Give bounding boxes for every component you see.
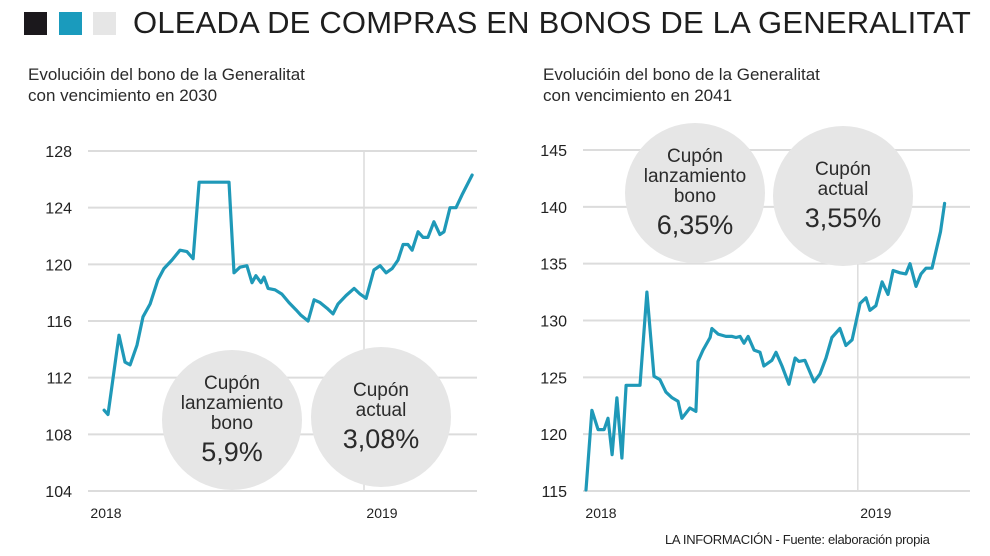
chart-2030-coupon-label: Cupón — [353, 380, 409, 401]
chart-2041-ytick-label: 145 — [540, 143, 567, 160]
chart-2030-coupon-label: Cupón — [204, 373, 260, 394]
chart-2030-coupon-label: lanzamiento — [181, 393, 283, 414]
chart-2041-coupon-value: 3,55% — [805, 203, 882, 233]
chart-2041-ytick-label: 120 — [540, 427, 567, 444]
chart-2041-subtitle: Evolucióin del bono de la Generalitat co… — [543, 64, 820, 106]
chart-2041-coupon-value: 6,35% — [657, 210, 734, 240]
legend-square-black — [24, 12, 47, 35]
chart-2041-coupon-label: Cupón — [815, 159, 871, 180]
chart-2030-coupon-value: 5,9% — [201, 437, 263, 467]
chart-2041-ytick-label: 125 — [540, 370, 567, 387]
chart-2041-series-line — [584, 201, 947, 492]
chart-2030-ytick-label: 112 — [46, 371, 72, 388]
chart-2030-coupon-label: bono — [211, 413, 253, 434]
chart-2030-coupon-label: actual — [356, 400, 407, 421]
chart-2041-xtick-label: 2018 — [585, 505, 616, 521]
chart-2030-coupon-value: 3,08% — [343, 424, 420, 454]
chart-2041-coupon-label: lanzamiento — [644, 166, 746, 187]
chart-2041-coupon-circle — [773, 126, 913, 266]
main-title: OLEADA DE COMPRAS EN BONOS DE LA GENERAL… — [133, 5, 971, 40]
source-credit: LA INFORMACIÓN - Fuente: elaboración pro… — [665, 532, 930, 547]
chart-2030-coupon-circle — [162, 350, 302, 490]
chart-2041-coupon-label: bono — [674, 186, 716, 207]
legend-square-gray — [93, 12, 116, 35]
chart-2030-ytick-label: 104 — [45, 484, 72, 501]
chart-2030-subtitle: Evolucióin del bono de la Generalitat co… — [28, 64, 305, 106]
chart-2041-subtitle-line-2: con vencimiento en 2041 — [543, 86, 733, 105]
chart-2041-subtitle-line-1: Evolucióin del bono de la Generalitat — [543, 65, 820, 84]
chart-2030-xtick-label: 2019 — [366, 505, 397, 521]
chart-2041-xtick-label: 2019 — [860, 505, 891, 521]
chart-2030-ytick-label: 124 — [45, 201, 72, 218]
chart-2030-coupon-circle — [311, 347, 451, 487]
chart-2030-series-line — [102, 173, 474, 417]
chart-2041-ytick-label: 115 — [541, 484, 567, 501]
chart-2041-coupon-label: Cupón — [667, 146, 723, 167]
chart-2030-xtick-label: 2018 — [90, 505, 121, 521]
chart-2041-ytick-label: 140 — [540, 200, 567, 217]
chart-2041-coupon-circle — [625, 123, 765, 263]
chart-2041-coupon-label: actual — [818, 179, 869, 200]
chart-2030-subtitle-line-2: con vencimiento en 2030 — [28, 86, 218, 105]
chart-2030-ytick-label: 128 — [45, 144, 72, 161]
chart-2041-ytick-label: 135 — [540, 257, 567, 274]
chart-2030-ytick-label: 108 — [45, 427, 72, 444]
legend-square-blue — [59, 12, 82, 35]
chart-2030-subtitle-line-1: Evolucióin del bono de la Generalitat — [28, 65, 305, 84]
chart-2030-ytick-label: 116 — [46, 314, 72, 331]
chart-2030-ytick-label: 120 — [45, 257, 72, 274]
chart-2041-ytick-label: 130 — [540, 314, 567, 331]
